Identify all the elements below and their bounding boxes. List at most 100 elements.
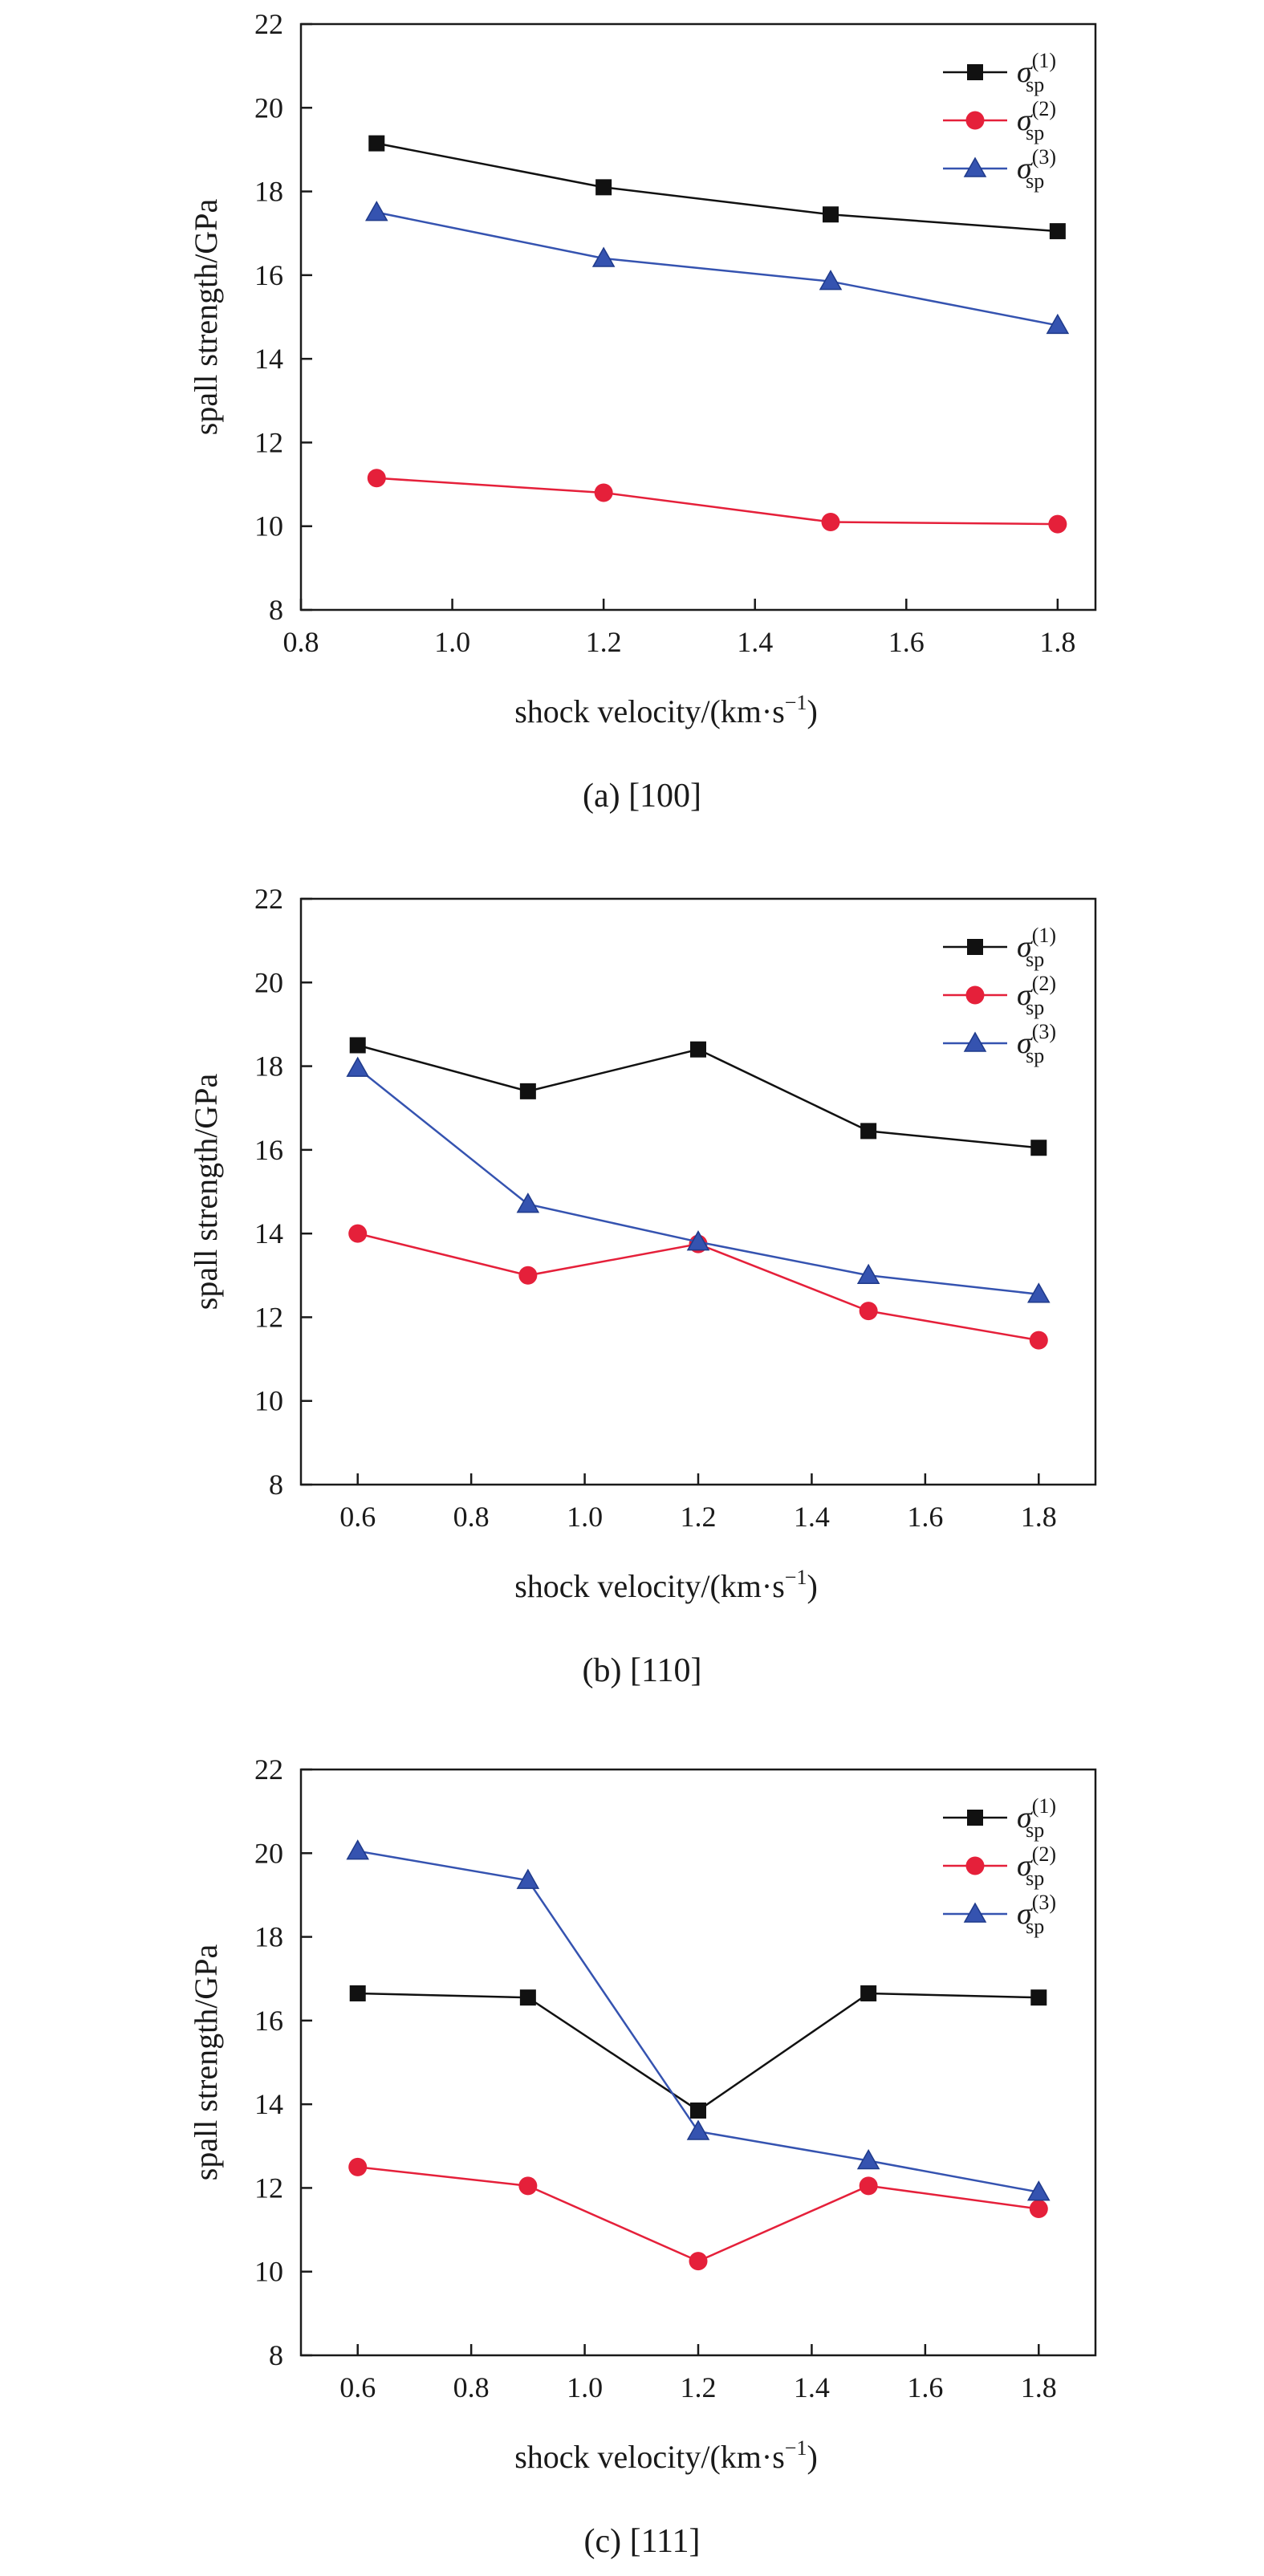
x-tick-label: 1.8 — [1021, 2371, 1057, 2403]
x-tick-label: 1.4 — [794, 2371, 830, 2403]
x-tick-label: 1.2 — [586, 626, 622, 658]
y-tick-label: 18 — [254, 176, 283, 208]
series-line-1 — [357, 1044, 1039, 1149]
data-point — [595, 179, 612, 196]
data-point — [821, 513, 840, 531]
data-point — [690, 1041, 706, 1058]
series-1 — [368, 135, 1066, 240]
y-tick-label: 16 — [254, 2005, 283, 2037]
series-line-2 — [357, 2166, 1039, 2263]
chart-panel-0: 8 10 12 14 16 18 20 22 0.8 1.0 1.2 1.4 1.6 1.8 shock v… — [188, 8, 1097, 815]
y-tick-label: 10 — [254, 510, 283, 542]
data-point — [346, 1839, 369, 1860]
y-tick-label: 8 — [269, 2339, 283, 2371]
data-point — [1027, 2180, 1051, 2201]
y-tick-label: 16 — [254, 259, 283, 291]
x-axis-title: shock velocity/(km·s−1) — [514, 691, 818, 729]
data-point — [348, 1224, 368, 1243]
y-tick-label: 12 — [254, 426, 283, 458]
legend-marker — [967, 64, 983, 80]
y-tick-label: 22 — [254, 883, 283, 915]
x-tick-label: 1.4 — [794, 1501, 830, 1533]
series-1 — [349, 1037, 1047, 1156]
data-point — [519, 1989, 536, 2006]
series-line-3 — [356, 1067, 1039, 1295]
data-point — [686, 2119, 710, 2140]
y-axis-title: spall strength/GPa — [188, 199, 224, 436]
x-tick-label: 1.2 — [681, 1501, 717, 1533]
chart-panel-1: 8 10 12 14 16 18 20 22 0.6 0.8 1.0 1.2 1.4 1.6 1.8 shoc… — [188, 883, 1097, 1689]
series-2 — [367, 469, 1067, 534]
x-axis-title: shock velocity/(km·s−1) — [514, 2436, 818, 2475]
legend-entry-1: σ(1) sp — [943, 1794, 1056, 1842]
data-point — [518, 1266, 538, 1285]
data-point — [1027, 1282, 1051, 1303]
legend-entry-3: σ(3) sp — [943, 1891, 1056, 1938]
data-point — [516, 1868, 540, 1889]
data-point — [1029, 1331, 1048, 1350]
y-tick-label: 10 — [254, 2256, 283, 2288]
data-point — [823, 206, 839, 223]
x-tick-label: 1.6 — [888, 626, 925, 658]
y-tick-label: 20 — [254, 91, 283, 124]
series-line-3 — [357, 1850, 1039, 2193]
data-point — [594, 483, 613, 502]
legend-entry-1: σ(1) sp — [943, 49, 1056, 96]
x-tick-label: 0.8 — [283, 626, 319, 658]
legend-marker — [965, 111, 985, 130]
series-1 — [349, 1985, 1047, 2119]
series-3 — [365, 201, 1070, 335]
data-point — [690, 2102, 706, 2119]
data-point — [349, 1037, 366, 1054]
data-point — [859, 1302, 878, 1321]
legend: σ(1) spσ(2) spσ(3) sp — [943, 924, 1056, 1067]
panel-caption: (a) [100] — [583, 778, 701, 815]
x-tick-label: 1.2 — [681, 2371, 717, 2403]
data-point — [367, 469, 386, 488]
y-tick-label: 8 — [269, 1469, 283, 1501]
legend-label: σ(1) sp — [1017, 924, 1056, 971]
series-3 — [346, 1056, 1051, 1303]
data-point — [1046, 313, 1070, 335]
legend-label: σ(1) sp — [1017, 49, 1056, 96]
y-tick-label: 14 — [254, 2088, 283, 2120]
data-point — [1029, 2200, 1048, 2218]
y-tick-label: 16 — [254, 1134, 283, 1166]
data-point — [346, 1056, 369, 1077]
data-point — [365, 201, 388, 221]
legend: σ(1) spσ(2) spσ(3) sp — [943, 1794, 1056, 1938]
plot-frame — [299, 22, 1097, 611]
x-tick-label: 1.0 — [434, 626, 470, 658]
data-point — [860, 1985, 877, 2001]
y-tick-label: 22 — [254, 8, 283, 40]
x-tick-label: 1.0 — [567, 2371, 603, 2403]
legend-label: σ(2) sp — [1017, 97, 1056, 144]
data-point — [1049, 223, 1066, 240]
series-line-2 — [376, 477, 1058, 526]
series-2 — [348, 2157, 1048, 2271]
y-tick-label: 18 — [254, 1050, 283, 1083]
x-axis-title: shock velocity/(km·s−1) — [514, 1566, 818, 1604]
y-tick-label: 20 — [254, 966, 283, 998]
y-axis-title: spall strength/GPa — [188, 1944, 224, 2181]
data-point — [860, 1123, 877, 1140]
data-point — [1030, 1989, 1047, 2006]
series-line-3 — [376, 211, 1059, 327]
data-point — [518, 2176, 538, 2196]
data-point — [856, 1263, 880, 1285]
legend-marker — [967, 939, 983, 955]
data-point — [348, 2157, 368, 2176]
series-3 — [346, 1839, 1051, 2201]
x-tick-label: 1.4 — [737, 626, 773, 658]
x-tick-label: 1.0 — [567, 1501, 603, 1533]
x-tick-label: 0.8 — [453, 1501, 490, 1533]
legend-entry-3: σ(3) sp — [943, 145, 1056, 193]
legend: σ(1) spσ(2) spσ(3) sp — [943, 49, 1056, 193]
data-point — [856, 2149, 880, 2170]
data-point — [368, 135, 385, 152]
y-tick-label: 20 — [254, 1837, 283, 1869]
series-line-1 — [357, 1992, 1039, 2112]
legend-marker — [965, 985, 985, 1005]
panel-caption: (c) [111] — [584, 2523, 701, 2560]
